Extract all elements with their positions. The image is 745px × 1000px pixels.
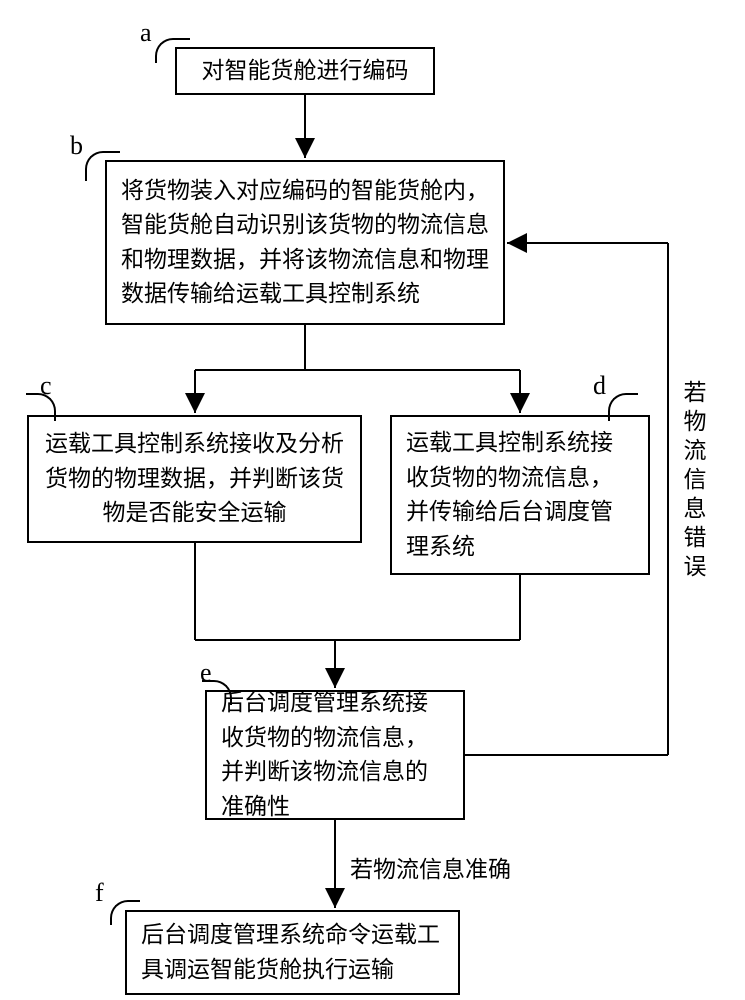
leader-b [85, 151, 120, 181]
node-e: 后台调度管理系统接收货物的物流信息，并判断该物流信息的准确性 [205, 690, 465, 820]
leader-a [155, 38, 190, 63]
node-b-text: 将货物装入对应编码的智能货舱内，智能货舱自动识别该货物的物流信息和物理数据，并将… [121, 174, 489, 312]
edge-label-correct: 若物流信息准确 [350, 850, 511, 884]
node-a-text: 对智能货舱进行编码 [202, 54, 409, 89]
node-a: 对智能货舱进行编码 [175, 47, 435, 95]
label-f: f [95, 878, 104, 908]
leader-d [608, 393, 638, 421]
node-f: 后台调度管理系统命令运载工具调运智能货舱执行运输 [125, 910, 460, 995]
leader-f [110, 900, 140, 925]
node-c: 运载工具控制系统接收及分析货物的物理数据，并判断该货物是否能安全运输 [27, 415, 362, 543]
leader-e [202, 680, 232, 705]
node-d-text: 运载工具控制系统接收货物的物流信息，并传输给后台调度管理系统 [406, 426, 634, 564]
node-c-text: 运载工具控制系统接收及分析货物的物理数据，并判断该货物是否能安全运输 [43, 427, 346, 531]
label-b: b [70, 131, 83, 161]
node-e-text: 后台调度管理系统接收货物的物流信息，并判断该物流信息的准确性 [221, 686, 449, 824]
label-a: a [140, 18, 152, 48]
node-d: 运载工具控制系统接收货物的物流信息，并传输给后台调度管理系统 [390, 415, 650, 575]
node-f-text: 后台调度管理系统命令运载工具调运智能货舱执行运输 [141, 918, 444, 987]
edge-label-error: 若物流信息错误 [675, 380, 709, 583]
node-b: 将货物装入对应编码的智能货舱内，智能货舱自动识别该货物的物流信息和物理数据，并将… [105, 160, 505, 325]
label-d: d [593, 371, 606, 401]
